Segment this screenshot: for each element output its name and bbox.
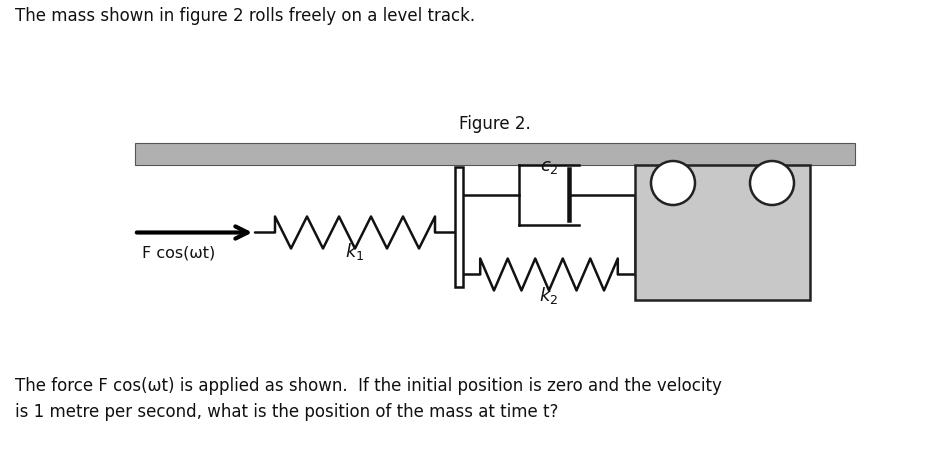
- Text: F cos(ωt): F cos(ωt): [142, 246, 215, 261]
- Text: $k_1$: $k_1$: [345, 242, 365, 263]
- Text: $c_2$: $c_2$: [539, 158, 558, 177]
- Circle shape: [750, 161, 794, 205]
- Text: is 1 metre per second, what is the position of the mass at time t?: is 1 metre per second, what is the posit…: [15, 403, 558, 421]
- Bar: [455, 167, 463, 287]
- Text: The mass shown in figure 2 rolls freely on a level track.: The mass shown in figure 2 rolls freely …: [15, 7, 475, 25]
- Text: $m$: $m$: [711, 222, 734, 243]
- Bar: [635, 165, 810, 300]
- Bar: [135, 143, 855, 165]
- Text: The force F cos(ωt) is applied as shown.  If the initial position is zero and th: The force F cos(ωt) is applied as shown.…: [15, 377, 722, 395]
- Text: Figure 2.: Figure 2.: [459, 115, 531, 133]
- Text: $k_2$: $k_2$: [539, 285, 558, 307]
- Circle shape: [651, 161, 695, 205]
